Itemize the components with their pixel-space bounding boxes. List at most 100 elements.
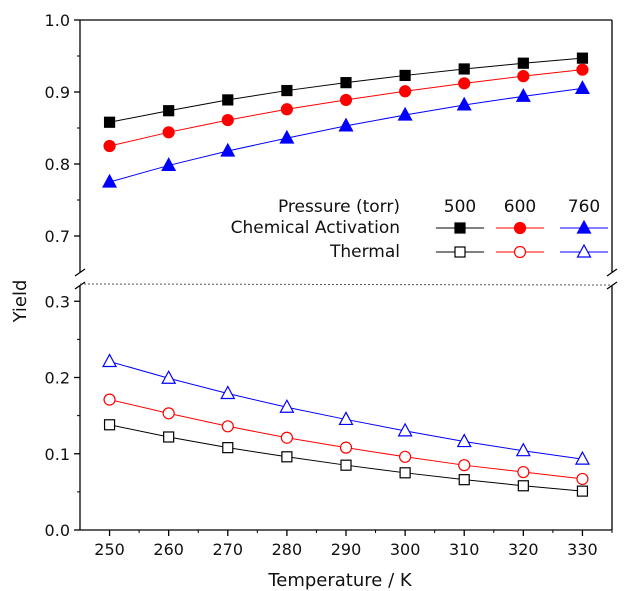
series-chemical-activation-600 xyxy=(103,63,589,153)
data-point xyxy=(576,485,589,497)
data-series xyxy=(102,52,590,497)
data-point xyxy=(517,70,530,83)
data-point xyxy=(103,139,116,153)
x-tick-label: 320 xyxy=(508,540,539,559)
data-point xyxy=(576,52,589,64)
x-axis-title: Temperature / K xyxy=(267,570,413,591)
data-point xyxy=(517,465,530,479)
left-break-mark-lower xyxy=(74,281,86,290)
x-tick-label: 280 xyxy=(272,540,303,559)
x-tick-label: 330 xyxy=(567,540,598,559)
data-point xyxy=(517,57,529,69)
data-point xyxy=(221,113,234,127)
data-point xyxy=(458,474,470,486)
data-point xyxy=(221,420,234,433)
data-point xyxy=(339,93,353,107)
data-point xyxy=(103,116,116,128)
legend-row-label: Chemical Activation xyxy=(231,218,400,238)
right-break-mark-lower xyxy=(606,281,618,290)
data-point xyxy=(281,84,293,97)
y-tick-label: 0.7 xyxy=(45,227,70,246)
data-point xyxy=(458,459,471,472)
data-point xyxy=(340,459,352,471)
data-point xyxy=(103,393,116,406)
legend-pressure-500: 500 xyxy=(444,197,476,217)
data-point xyxy=(458,77,471,90)
x-tick-label: 270 xyxy=(213,540,244,559)
data-point xyxy=(102,173,118,188)
x-tick-label: 310 xyxy=(449,540,480,559)
data-point xyxy=(280,431,293,444)
data-point xyxy=(399,69,411,82)
y-tick-label: 0.3 xyxy=(45,292,70,311)
data-point xyxy=(399,450,412,463)
data-point xyxy=(281,451,293,463)
data-point xyxy=(103,419,116,431)
y-tick-label: 1.0 xyxy=(45,11,70,30)
y-tick-label: 0.0 xyxy=(45,521,70,540)
data-point xyxy=(222,442,234,454)
legend-marker xyxy=(454,222,466,234)
legend-marker xyxy=(513,245,527,259)
data-point xyxy=(163,431,175,443)
data-point xyxy=(399,467,411,479)
data-point xyxy=(517,480,529,492)
x-tick-label: 260 xyxy=(153,540,184,559)
series-line xyxy=(109,57,583,123)
data-point xyxy=(279,398,295,413)
series-thermal-500 xyxy=(103,419,589,497)
data-point xyxy=(279,129,295,144)
legend-marker xyxy=(454,246,466,258)
legend-marker xyxy=(576,243,592,258)
data-point xyxy=(222,94,234,106)
x-tick-label: 250 xyxy=(94,540,125,559)
data-point xyxy=(340,77,352,89)
data-point xyxy=(161,157,177,172)
data-point xyxy=(456,96,472,111)
data-point xyxy=(574,450,590,465)
data-point xyxy=(397,422,413,437)
y-tick-label: 0.1 xyxy=(45,445,70,464)
data-point xyxy=(162,407,175,420)
y-tick-label: 0.8 xyxy=(45,155,70,174)
series-thermal-600 xyxy=(103,393,589,486)
data-point xyxy=(161,370,177,384)
legend-pressure-760: 760 xyxy=(568,197,600,217)
data-point xyxy=(515,442,531,457)
data-point xyxy=(458,63,470,75)
data-point xyxy=(456,433,472,448)
data-point xyxy=(220,385,236,400)
y-tick-label: 0.2 xyxy=(45,369,70,388)
data-point xyxy=(162,126,175,139)
data-point xyxy=(163,105,175,117)
legend-header: Pressure (torr) xyxy=(278,197,400,217)
data-point xyxy=(574,80,590,95)
data-point xyxy=(399,85,412,98)
y-tick-label: 0.9 xyxy=(45,83,70,102)
x-tick-label: 300 xyxy=(390,540,421,559)
axis-break-line xyxy=(79,283,613,286)
data-point xyxy=(220,142,236,157)
data-point xyxy=(576,472,589,486)
series-line xyxy=(109,424,583,492)
data-point xyxy=(338,117,354,132)
legend-marker xyxy=(513,221,527,235)
legend: Pressure (torr) 500 600 760 Chemical Activat… xyxy=(231,197,608,262)
y-axis-title: Yield xyxy=(10,280,31,324)
legend-row-label: Thermal xyxy=(329,242,400,262)
x-tick-label: 290 xyxy=(331,540,362,559)
data-point xyxy=(102,353,118,368)
plot-frame: 250 260 270 280 290 300 310 320 330 0.0 0.1 0.2 0.3 0… xyxy=(45,11,618,559)
series-chemical-activation-500 xyxy=(103,52,589,128)
right-break-mark-upper xyxy=(606,268,618,277)
left-break-mark-upper xyxy=(74,268,86,277)
data-point xyxy=(397,106,413,121)
data-point xyxy=(339,441,353,454)
series-chemical-activation-760 xyxy=(102,80,590,188)
data-point xyxy=(515,88,531,102)
data-point xyxy=(576,63,589,76)
data-point xyxy=(280,103,293,116)
legend-pressure-600: 600 xyxy=(504,197,536,217)
data-point xyxy=(338,411,354,426)
